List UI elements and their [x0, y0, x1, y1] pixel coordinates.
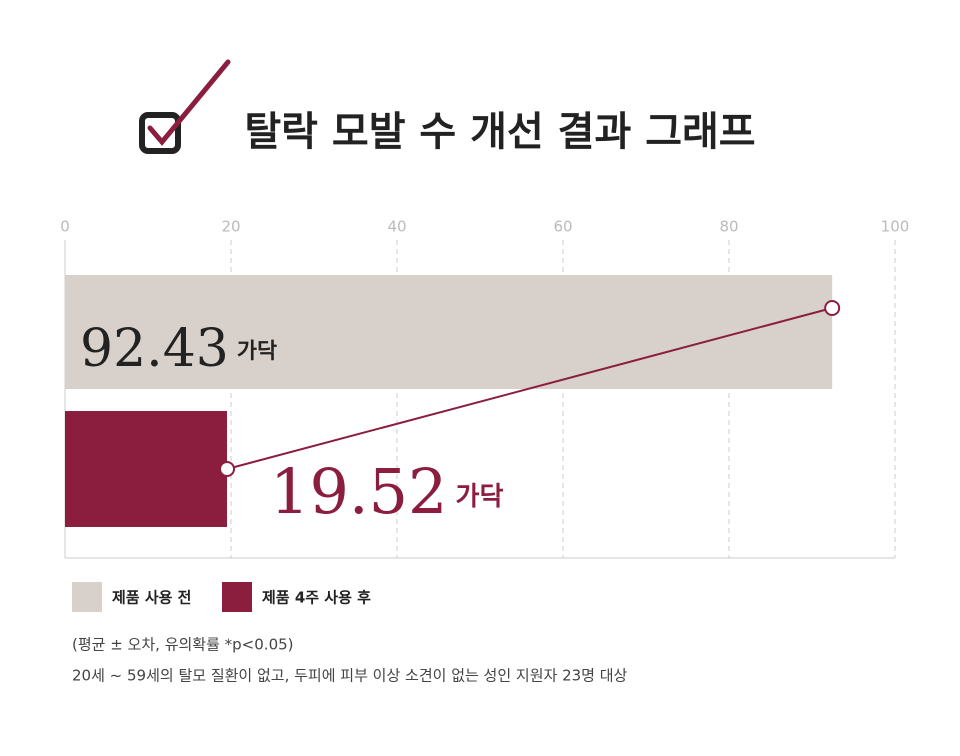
- x-tick-label: 60: [553, 218, 572, 236]
- legend-swatch: [72, 582, 102, 612]
- legend-swatch: [222, 582, 252, 612]
- value-unit: 가닥: [456, 482, 504, 512]
- x-tick-label: 100: [881, 218, 910, 236]
- connector-line: [226, 307, 833, 470]
- value-label: 19.52 가닥: [270, 455, 503, 528]
- x-tick-label: 40: [387, 218, 406, 236]
- bar: [65, 411, 228, 527]
- x-tick-label: 80: [719, 218, 738, 236]
- legend-label: 제품 사용 전: [112, 589, 191, 607]
- bar: [65, 275, 833, 389]
- x-tick-label: 20: [221, 218, 240, 236]
- value-number: 19.52: [270, 455, 448, 528]
- value-number: 92.43: [80, 319, 229, 379]
- marker: [219, 461, 236, 477]
- note: 20세 ~ 59세의 탈모 질환이 없고, 두피에 피부 이상 소견이 없는 성…: [72, 667, 628, 685]
- value-unit: 가닥: [237, 339, 277, 364]
- chart-title: 탈락 모발 수 개선 결과 그래프: [244, 109, 755, 155]
- legend-label: 제품 4주 사용 후: [262, 589, 371, 607]
- marker: [824, 300, 841, 316]
- check-icon: [139, 59, 231, 154]
- note: (평균 ± 오차, 유의확률 *p<0.05): [72, 636, 294, 654]
- value-label: 92.43 가닥: [80, 319, 277, 379]
- x-tick-label: 0: [60, 218, 70, 236]
